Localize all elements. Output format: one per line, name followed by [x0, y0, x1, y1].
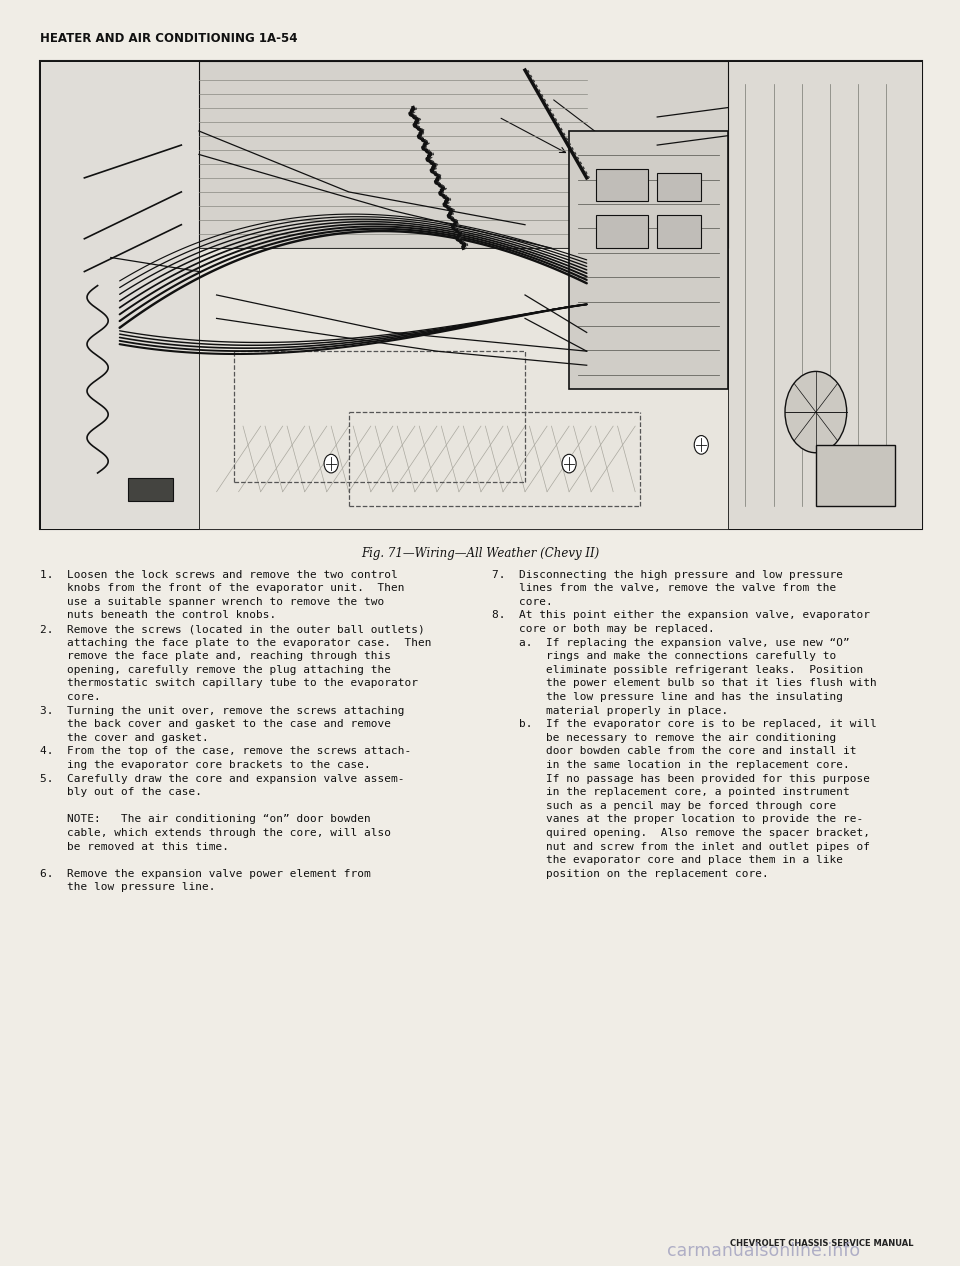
- Bar: [658, 215, 701, 248]
- Bar: [658, 173, 701, 201]
- Text: HEATER AND AIR CONDITIONING 1A-54: HEATER AND AIR CONDITIONING 1A-54: [40, 32, 298, 44]
- Polygon shape: [728, 61, 922, 529]
- Bar: [595, 168, 648, 201]
- Polygon shape: [199, 61, 728, 248]
- Text: Fig. 71—Wiring—All Weather (Chevy II): Fig. 71—Wiring—All Weather (Chevy II): [361, 547, 599, 560]
- Text: CHEVROLET CHASSIS SERVICE MANUAL: CHEVROLET CHASSIS SERVICE MANUAL: [730, 1239, 913, 1248]
- Text: carmanualsonline.info: carmanualsonline.info: [667, 1242, 860, 1260]
- Text: 7.  Disconnecting the high pressure and low pressure
    lines from the valve, r: 7. Disconnecting the high pressure and l…: [492, 570, 876, 879]
- Circle shape: [324, 454, 338, 473]
- Circle shape: [694, 436, 708, 454]
- Circle shape: [785, 371, 847, 453]
- Bar: [569, 130, 728, 389]
- Polygon shape: [199, 248, 728, 529]
- Polygon shape: [40, 61, 199, 529]
- Bar: [816, 444, 895, 506]
- Circle shape: [562, 454, 576, 473]
- Bar: [40, 61, 922, 529]
- Text: 1.  Loosen the lock screws and remove the two control
    knobs from the front o: 1. Loosen the lock screws and remove the…: [40, 570, 432, 893]
- Bar: [595, 215, 648, 248]
- Polygon shape: [129, 477, 173, 501]
